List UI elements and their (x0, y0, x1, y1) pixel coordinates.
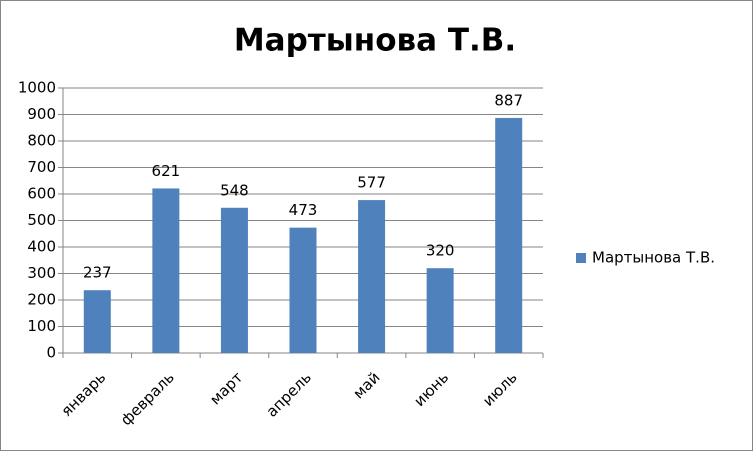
y-tick-label: 800 (27, 132, 56, 150)
bar (83, 290, 111, 353)
y-tick-label: 1000 (18, 79, 56, 97)
y-tick-label: 100 (27, 317, 56, 335)
legend-swatch (576, 253, 586, 263)
data-label: 320 (426, 242, 455, 260)
data-label: 237 (83, 264, 112, 282)
y-tick-label: 600 (27, 185, 56, 203)
y-tick-label: 700 (27, 158, 56, 176)
y-tick-label: 0 (46, 344, 56, 362)
y-tick-label: 400 (27, 238, 56, 256)
bar (152, 188, 180, 353)
data-label: 577 (357, 174, 386, 192)
chart-title: Мартынова Т.В. (234, 23, 516, 59)
y-tick-label: 900 (27, 105, 56, 123)
data-label: 473 (289, 201, 318, 219)
y-tick-label: 500 (27, 211, 56, 229)
bar (495, 117, 523, 353)
y-tick-label: 200 (27, 291, 56, 309)
data-label: 621 (152, 162, 181, 180)
data-label: 548 (220, 181, 249, 199)
bar (220, 207, 248, 353)
y-tick-label: 300 (27, 264, 56, 282)
bar (358, 200, 386, 353)
bar (289, 227, 317, 353)
legend-label: Мартынова Т.В. (592, 249, 715, 267)
bar (426, 268, 454, 353)
data-label: 887 (494, 91, 523, 109)
